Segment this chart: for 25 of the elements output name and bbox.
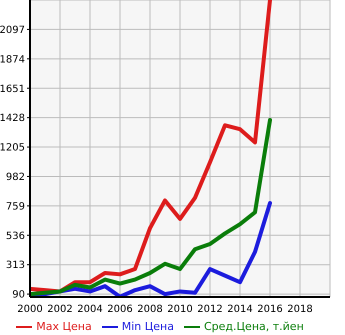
- x-tick-label: 2004: [77, 304, 103, 316]
- x-tick-label: 2000: [17, 304, 43, 316]
- legend-label: Max Цена: [36, 320, 92, 334]
- x-tick-label: 2002: [47, 304, 73, 316]
- y-tick-label: 982: [6, 172, 25, 184]
- y-tick-label: 1205: [0, 142, 25, 154]
- x-tick-label: 2016: [257, 304, 283, 316]
- y-tick-label: 2097: [0, 24, 25, 36]
- y-tick-label: 536: [6, 230, 25, 242]
- x-tick-label: 2008: [137, 304, 163, 316]
- y-tick-label: 1428: [0, 113, 25, 124]
- y-tick-label: 1651: [0, 84, 25, 95]
- y-tick-label: 90: [12, 290, 25, 301]
- x-tick-label: 2018: [287, 304, 313, 316]
- y-tick-label: 313: [6, 260, 25, 272]
- line-series: [30, 118, 272, 296]
- y-tick-label: 759: [6, 201, 25, 212]
- legend-label: Min Цена: [122, 320, 174, 334]
- x-tick-label: 2006: [107, 304, 133, 316]
- legend-label: Сред.Цена, т.йен: [204, 320, 304, 334]
- x-tick-label: 2014: [227, 304, 253, 316]
- y-tick-label: 1874: [0, 54, 25, 66]
- line-series: [30, 0, 272, 294]
- x-tick-label: 2012: [197, 304, 223, 316]
- x-tick-label: 2010: [167, 304, 193, 316]
